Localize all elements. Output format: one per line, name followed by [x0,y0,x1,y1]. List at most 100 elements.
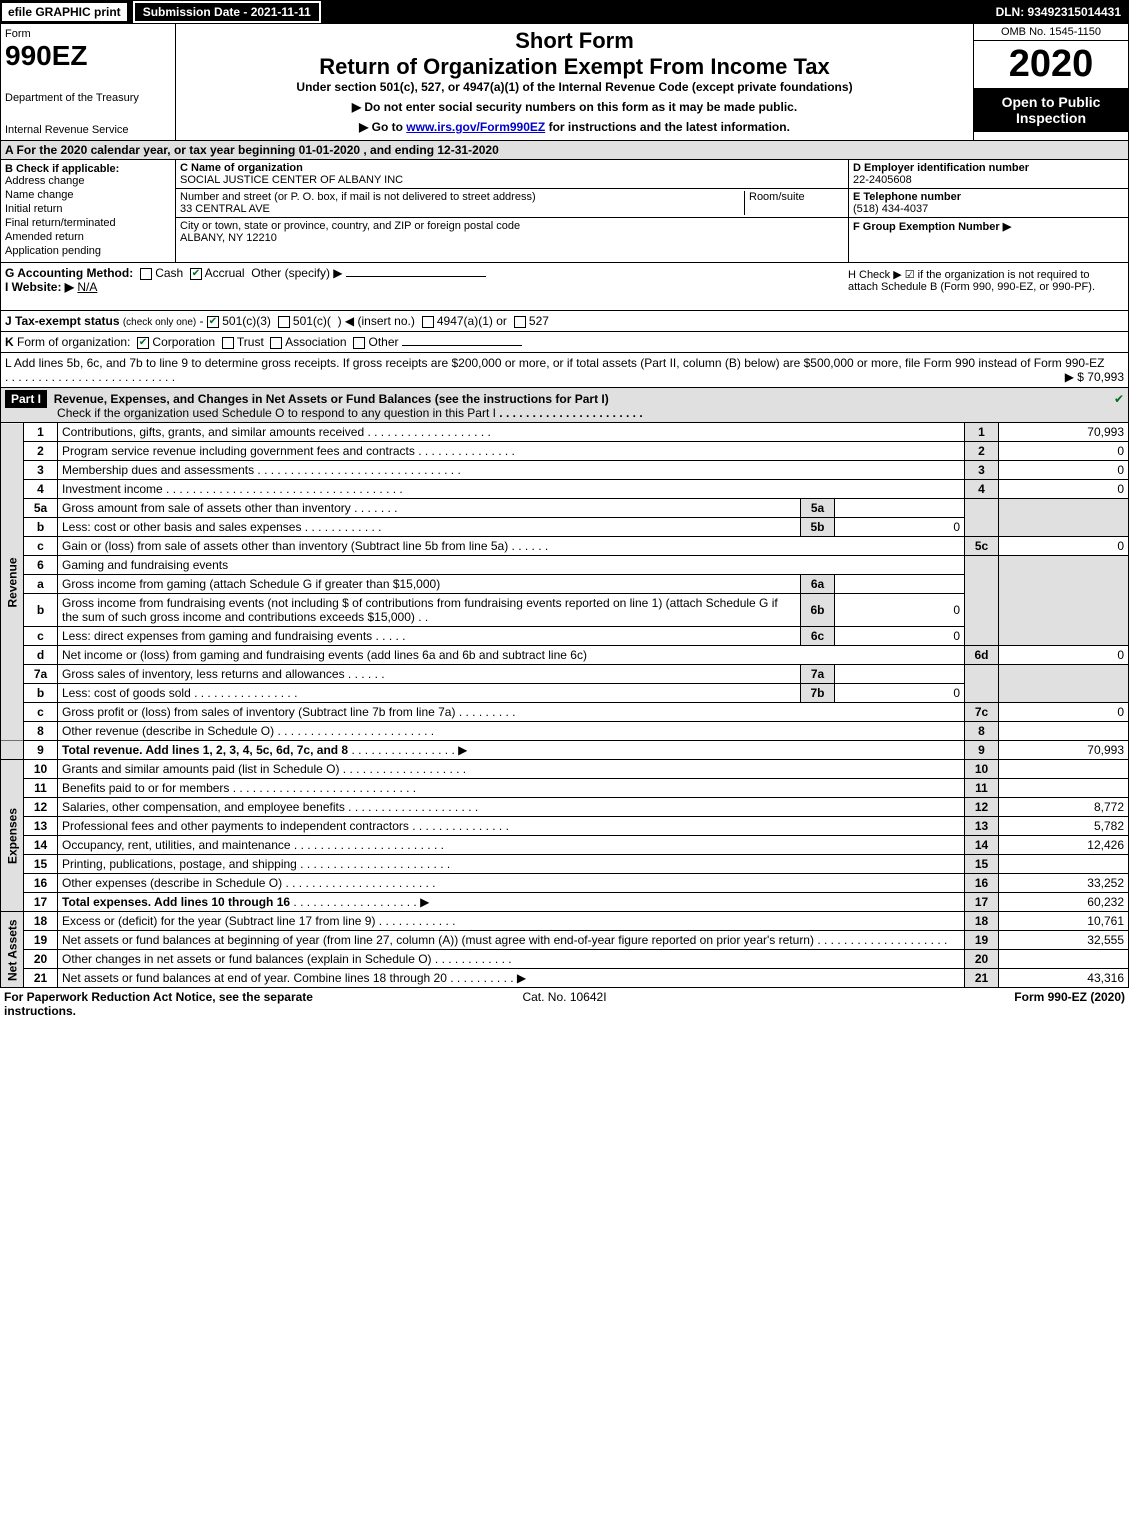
l13-a: 5,782 [999,817,1129,836]
l6d-n: d [24,646,58,665]
cb-501c3[interactable] [207,316,219,328]
l4-n: 4 [24,480,58,499]
l3-n: 3 [24,461,58,480]
l6-d: Gaming and fundraising events [62,558,228,572]
website-value: N/A [77,280,97,294]
l12-n: 12 [24,798,58,817]
page-footer: For Paperwork Reduction Act Notice, see … [0,988,1129,1020]
l19-d: Net assets or fund balances at beginning… [62,933,814,947]
cb-501c[interactable] [278,316,290,328]
cb-initial-return[interactable]: Initial return [5,203,171,215]
form-meta-box: OMB No. 1545-1150 2020 Open to Public In… [973,24,1128,140]
l5b-sn: 5b [801,518,835,537]
label-org-name: C Name of organization [180,162,303,174]
l16-a: 33,252 [999,874,1129,893]
cb-application-pending[interactable]: Application pending [5,245,171,257]
cb-final-return[interactable]: Final return/terminated [5,217,171,229]
row-g-h: H Check ▶ ☑ if the organization is not r… [0,263,1129,311]
cb-part1-schedule-o[interactable] [1114,392,1124,406]
l3-d: Membership dues and assessments [62,463,254,477]
label-ein: D Employer identification number [853,162,1029,174]
l5c-ln: 5c [965,537,999,556]
l7c-ln: 7c [965,703,999,722]
efile-print-label[interactable]: efile GRAPHIC print [0,1,129,23]
l7c-n: c [24,703,58,722]
cb-address-change[interactable]: Address change [5,175,171,187]
l15-n: 15 [24,855,58,874]
l16-ln: 16 [965,874,999,893]
l6d-d: Net income or (loss) from gaming and fun… [62,648,587,662]
l5a-sn: 5a [801,499,835,518]
box-b-legend: B Check if applicable: [5,163,171,175]
form-label: Form [5,28,171,40]
l2-ln: 2 [965,442,999,461]
l21-a: 43,316 [999,969,1129,988]
cb-name-change[interactable]: Name change [5,189,171,201]
l5b-n: b [24,518,58,537]
cb-corp[interactable] [137,337,149,349]
l10-a [999,760,1129,779]
cb-527[interactable] [514,316,526,328]
l5c-n: c [24,537,58,556]
cb-accrual[interactable] [190,268,202,280]
l11-ln: 11 [965,779,999,798]
l7b-d: Less: cost of goods sold [62,686,191,700]
l3-a: 0 [999,461,1129,480]
l12-a: 8,772 [999,798,1129,817]
l19-n: 19 [24,931,58,950]
l5b-d: Less: cost or other basis and sales expe… [62,520,301,534]
l6c-d: Less: direct expenses from gaming and fu… [62,629,372,643]
l7a-n: 7a [24,665,58,684]
l18-a: 10,761 [999,912,1129,931]
l13-ln: 13 [965,817,999,836]
l16-n: 16 [24,874,58,893]
l5a-d: Gross amount from sale of assets other t… [62,501,351,515]
cb-assoc[interactable] [270,337,282,349]
l8-d: Other revenue (describe in Schedule O) [62,724,274,738]
label-phone: E Telephone number [853,191,961,203]
l7c-d: Gross profit or (loss) from sales of inv… [62,705,455,719]
box-c: C Name of organization SOCIAL JUSTICE CE… [176,160,848,262]
l14-n: 14 [24,836,58,855]
l18-n: 18 [24,912,58,931]
footer-formid: Form 990-EZ (2020) [751,990,1125,1018]
form-number: 990EZ [5,40,171,72]
row-j: J Tax-exempt status (check only one) - 5… [0,311,1129,332]
l20-n: 20 [24,950,58,969]
l17-a: 60,232 [999,893,1129,912]
l9-ln: 9 [965,741,999,760]
cb-other-org[interactable] [353,337,365,349]
l18-d: Excess or (deficit) for the year (Subtra… [62,914,375,928]
identification-block: B Check if applicable: Address change Na… [0,160,1129,263]
cb-4947[interactable] [422,316,434,328]
l21-d: Net assets or fund balances at end of ye… [62,971,447,985]
part1-title: Revenue, Expenses, and Changes in Net As… [54,392,609,406]
part1-header: Part I Revenue, Expenses, and Changes in… [0,388,1129,423]
l20-d: Other changes in net assets or fund bala… [62,952,432,966]
footer-paperwork: For Paperwork Reduction Act Notice, see … [4,990,378,1018]
l15-d: Printing, publications, postage, and shi… [62,857,297,871]
l3-ln: 3 [965,461,999,480]
l4-ln: 4 [965,480,999,499]
open-public-inspection: Open to Public Inspection [974,88,1128,132]
l11-d: Benefits paid to or for members [62,781,229,795]
l15-a [999,855,1129,874]
l14-d: Occupancy, rent, utilities, and maintena… [62,838,291,852]
opt-other: Other (specify) ▶ [251,266,342,280]
l1-n: 1 [24,423,58,442]
lines-table: Revenue 1 Contributions, gifts, grants, … [0,423,1129,988]
l8-a [999,722,1129,741]
irs-link[interactable]: www.irs.gov/Form990EZ [406,120,545,134]
cb-trust[interactable] [222,337,234,349]
city-state-zip: ALBANY, NY 12210 [180,232,277,244]
part1-check-note: Check if the organization used Schedule … [57,406,496,420]
footer-catno: Cat. No. 10642I [378,990,752,1018]
label-g: G Accounting Method: [5,266,133,280]
box-b: B Check if applicable: Address change Na… [1,160,176,262]
row-l: L Add lines 5b, 6c, and 7b to line 9 to … [0,353,1129,388]
tax-period: A For the 2020 calendar year, or tax yea… [0,141,1129,160]
cb-amended-return[interactable]: Amended return [5,231,171,243]
l15-ln: 15 [965,855,999,874]
l7a-d: Gross sales of inventory, less returns a… [62,667,345,681]
cb-cash[interactable] [140,268,152,280]
